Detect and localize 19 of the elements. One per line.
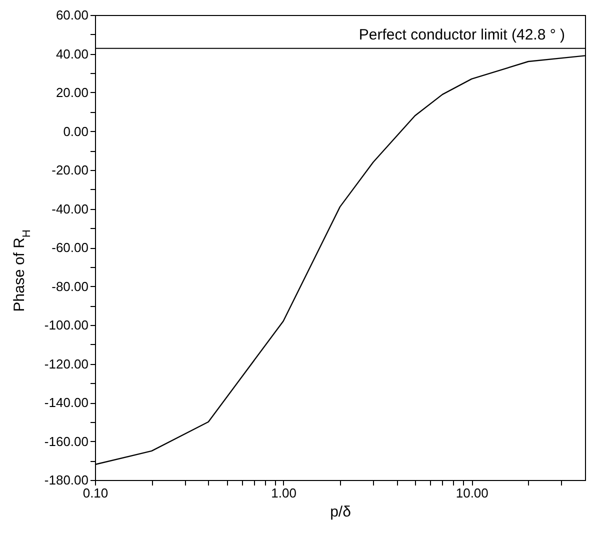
y-tick-label: -180.00 bbox=[44, 472, 88, 488]
ref-line-label: Perfect conductor limit (42.8 ° ) bbox=[358, 26, 565, 44]
x-tick-label: 0.10 bbox=[82, 486, 108, 500]
y-tick-label: -160.00 bbox=[44, 434, 88, 449]
y-tick-label: -60.00 bbox=[52, 240, 88, 255]
x-tick-label: 1.00 bbox=[271, 486, 296, 500]
y-tick-label: 20.00 bbox=[56, 85, 88, 100]
y-tick-label: 60.00 bbox=[56, 8, 88, 22]
y-tick-label: -40.00 bbox=[52, 201, 88, 216]
x-tick-label: 10.00 bbox=[456, 486, 488, 500]
y-tick-label: -80.00 bbox=[52, 278, 88, 294]
y-tick-label: -20.00 bbox=[52, 162, 88, 178]
y-tick-label: -100.00 bbox=[44, 318, 88, 332]
y-tick-label: 40.00 bbox=[56, 46, 88, 62]
y-tick-label: -120.00 bbox=[44, 356, 88, 372]
y-tick-label: -140.00 bbox=[44, 395, 88, 410]
y-tick-label: 0.00 bbox=[63, 124, 88, 139]
x-axis-title: p/δ bbox=[330, 504, 351, 520]
y-axis-title: Phase of RH bbox=[11, 230, 33, 312]
